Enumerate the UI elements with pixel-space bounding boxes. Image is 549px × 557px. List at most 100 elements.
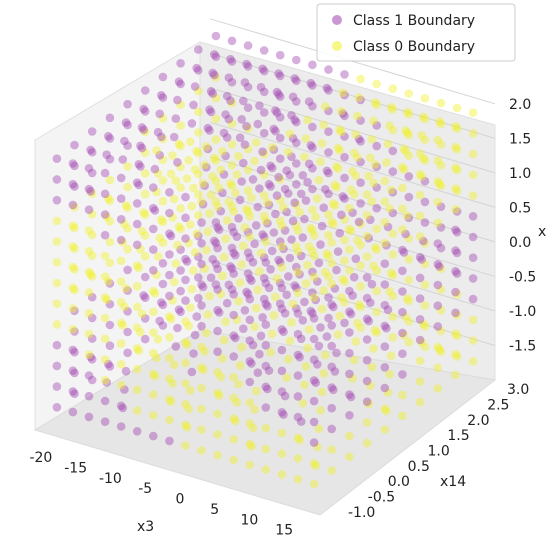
class-0-point (332, 182, 341, 192)
class-1-point (362, 397, 372, 407)
class-0-point (261, 237, 271, 247)
class-0-point (100, 293, 110, 302)
class-0-point (362, 231, 372, 241)
class-1-point (309, 355, 319, 365)
class-0-point (362, 252, 372, 261)
class-1-point (324, 65, 333, 74)
class-1-point (398, 328, 407, 338)
class-0-point (309, 459, 319, 468)
y-tick-label: 3.0 (507, 382, 529, 398)
class-0-point (372, 79, 382, 89)
legend-label-class-1: Class 1 Boundary (353, 13, 475, 29)
class-1-point (311, 295, 321, 305)
class-1-point (275, 50, 285, 60)
class-0-point (398, 204, 407, 213)
class-1-point (398, 370, 407, 379)
class-1-point (120, 136, 129, 146)
class-0-point (277, 221, 287, 231)
class-0-point (364, 399, 374, 409)
class-0-point (415, 211, 425, 221)
class-0-point (420, 239, 430, 248)
class-0-point (279, 203, 288, 212)
class-0-point (275, 175, 285, 184)
class-0-point (140, 127, 150, 137)
class-1-point (100, 189, 110, 199)
class-1-point (213, 243, 222, 253)
class-1-point (84, 164, 94, 173)
class-1-point (211, 238, 221, 248)
class-0-point (452, 290, 462, 299)
class-1-point (247, 276, 256, 286)
x-tick-label: -10 (99, 471, 122, 487)
class-1-point (269, 228, 279, 237)
class-0-point (118, 238, 128, 247)
class-0-point (348, 374, 357, 383)
class-1-point (275, 133, 285, 143)
class-1-point (139, 291, 148, 300)
class-1-point (372, 183, 382, 192)
class-1-point (398, 266, 407, 276)
class-1-point (165, 208, 174, 218)
class-0-point (247, 193, 256, 203)
class-1-point (203, 144, 213, 154)
class-0-point (210, 153, 219, 163)
class-0-point (271, 292, 280, 302)
class-1-point (259, 232, 269, 242)
class-0-point (452, 352, 462, 361)
class-0-point (417, 338, 427, 347)
class-0-point (198, 179, 208, 188)
class-0-point (187, 284, 197, 294)
class-0-point (468, 149, 478, 159)
class-0-point (293, 433, 303, 443)
class-1-point (153, 127, 163, 137)
class-1-point (274, 255, 283, 265)
class-1-point (123, 307, 132, 316)
class-1-point (362, 376, 372, 386)
class-1-point (259, 46, 269, 55)
class-1-point (208, 89, 217, 98)
class-1-point (116, 194, 126, 203)
class-0-point (123, 224, 132, 233)
class-1-point (87, 375, 97, 385)
z-tick-label: 1.5 (509, 131, 531, 147)
class-0-point (327, 445, 337, 455)
class-1-point (222, 133, 232, 142)
class-0-point (468, 170, 478, 180)
class-1-point (169, 132, 179, 142)
class-0-point (245, 232, 255, 242)
class-1-point (436, 223, 446, 232)
class-1-point (261, 403, 271, 412)
class-0-point (284, 355, 293, 364)
class-1-point (293, 392, 303, 401)
class-0-point (203, 310, 213, 319)
class-0-point (222, 216, 232, 225)
class-0-point (140, 169, 150, 178)
class-0-point (415, 397, 425, 407)
class-0-point (398, 225, 407, 234)
class-0-point (87, 210, 97, 219)
class-1-point (401, 229, 410, 239)
class-0-point (139, 208, 148, 217)
class-0-point (370, 325, 380, 335)
class-1-point (197, 239, 206, 248)
class-1-point (417, 255, 427, 264)
class-0-point (231, 416, 240, 426)
class-1-point (292, 304, 301, 313)
class-0-point (243, 165, 253, 175)
class-1-point (316, 323, 325, 332)
class-0-point (369, 344, 378, 354)
class-1-point (239, 324, 248, 334)
class-1-point (324, 189, 333, 199)
class-1-point (105, 279, 115, 288)
y-tick-label: -1.0 (348, 505, 375, 521)
class-0-point (200, 264, 209, 273)
class-1-point (213, 347, 222, 357)
class-0-point (340, 215, 349, 224)
class-0-point (402, 211, 412, 220)
class-1-point (239, 158, 248, 168)
class-0-point (364, 171, 374, 181)
y-tick-label: -0.5 (368, 490, 395, 506)
class-1-point (308, 81, 317, 90)
class-0-point (224, 197, 234, 207)
class-0-point (293, 267, 303, 277)
